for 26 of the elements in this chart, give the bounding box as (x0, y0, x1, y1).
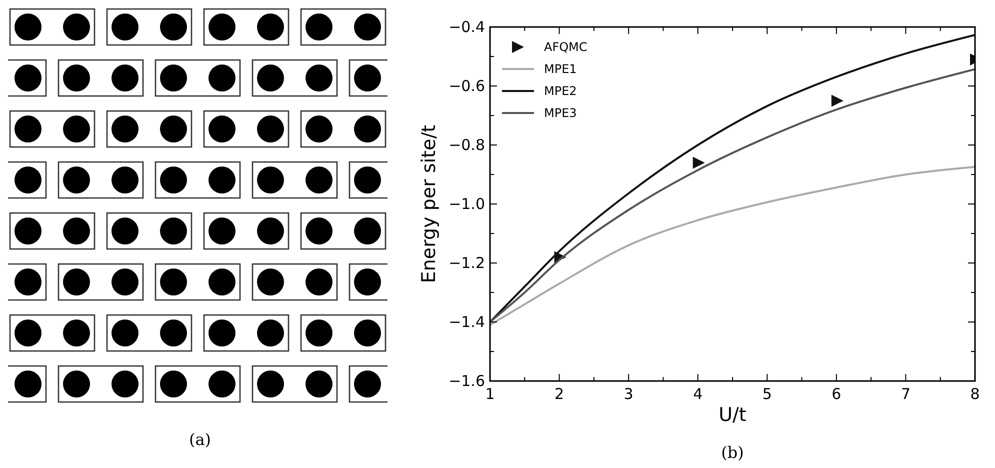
x-tick-label: 2 (554, 385, 564, 403)
text: (b) (721, 443, 744, 462)
x-tick-label: 3 (624, 385, 634, 403)
x-tick-label: 8 (970, 385, 980, 403)
x-tick-label: 1 (485, 385, 495, 403)
x-tick-label: 5 (762, 385, 772, 403)
text: (a) (188, 430, 212, 449)
legend-label: AFQMC (544, 40, 588, 54)
x-tick-label: 6 (832, 385, 842, 403)
y-axis-title: Energy per site/t (418, 124, 440, 284)
legend-label: MPE3 (544, 106, 577, 120)
y-tick-label: −1.0 (448, 195, 485, 213)
y-tick-label: −1.6 (448, 372, 485, 390)
point (831, 94, 844, 107)
legend-label: MPE1 (544, 62, 577, 76)
y-tick-label: −1.2 (448, 254, 485, 272)
point (692, 156, 705, 169)
x-axis-title: U/t (718, 404, 746, 426)
x-tick-label: 4 (693, 385, 703, 403)
legend-label: MPE2 (544, 84, 577, 98)
y-tick-label: −0.4 (448, 18, 485, 36)
x-tick-label: 7 (900, 385, 910, 403)
line-series (490, 166, 975, 326)
y-tick-label: −0.8 (448, 136, 485, 154)
y-tick-label: −0.6 (448, 77, 485, 95)
y-tick-label: −1.4 (448, 313, 485, 331)
